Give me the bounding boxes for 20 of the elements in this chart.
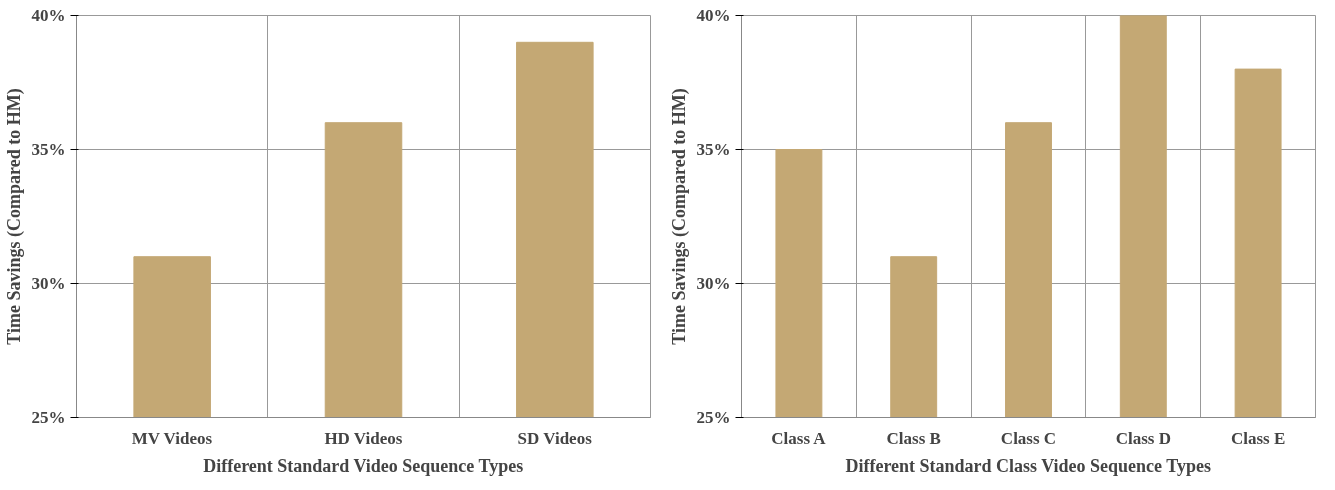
y-tick-label: 40%	[31, 6, 66, 25]
x-tick-label: SD Videos	[517, 428, 593, 448]
x-tick-label: Class C	[1000, 428, 1057, 448]
x-tick-label: HD Videos	[324, 428, 403, 448]
y-tick-label: 30%	[696, 274, 731, 293]
y-tick-label: 35%	[31, 140, 66, 159]
x-axis-title: Different Standard Class Video Sequence Types	[845, 455, 1211, 476]
y-tick-label: 40%	[696, 6, 731, 25]
y-tick-label: 25%	[696, 408, 731, 427]
x-tick-label: Class B	[886, 428, 941, 448]
y-tick-label: 35%	[696, 140, 731, 159]
x-axis-title: Different Standard Video Sequence Types	[203, 455, 524, 476]
x-tick-label: Class A	[771, 428, 827, 448]
x-tick-label: MV Videos	[131, 428, 213, 448]
y-tick-label: 30%	[31, 274, 66, 293]
y-axis-title: Time Savings (Compared to HM)	[668, 88, 690, 345]
x-tick-label: Class D	[1115, 428, 1171, 448]
y-axis-title: Time Savings (Compared to HM)	[3, 88, 25, 345]
x-tick-label: Class E	[1230, 428, 1286, 448]
y-tick-label: 25%	[31, 408, 66, 427]
